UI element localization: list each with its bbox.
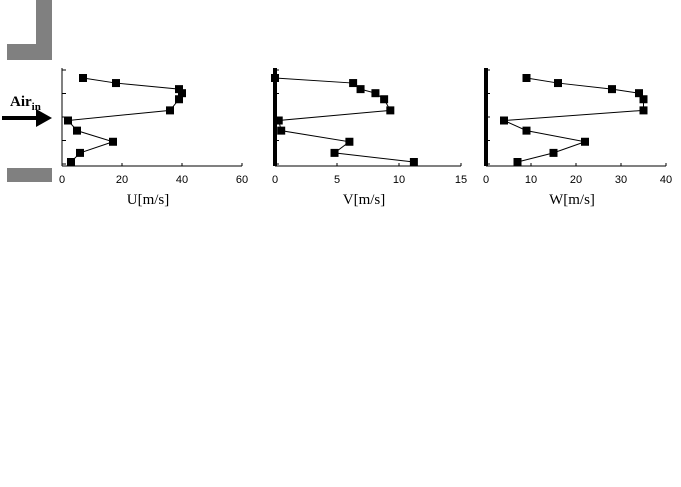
x-axis-title: W[m/s] xyxy=(549,192,595,208)
series-line xyxy=(503,77,644,163)
data-point-marker xyxy=(349,79,358,88)
air-inlet-annotation: Airin xyxy=(2,94,52,127)
data-point-marker xyxy=(639,95,648,104)
lower-wall xyxy=(7,168,52,182)
data-point-marker xyxy=(76,148,84,157)
air-inlet-arrow-head xyxy=(36,109,52,127)
x-tick-label: 20 xyxy=(570,174,582,186)
x-axis-title: V[m/s] xyxy=(343,192,386,208)
data-point-marker xyxy=(64,116,72,125)
data-point-marker xyxy=(112,79,120,88)
chart-panel-u: 0 20 40 60 U[m/s] xyxy=(59,68,248,208)
data-point-marker xyxy=(175,85,183,94)
x-tick-label: 30 xyxy=(615,174,627,186)
data-point-marker xyxy=(608,85,616,94)
x-tick-label: 0 xyxy=(272,174,278,186)
data-point-marker xyxy=(67,158,75,166)
data-point-marker xyxy=(513,158,522,166)
data-point-marker xyxy=(386,106,395,115)
data-point-marker xyxy=(277,126,286,135)
x-tick-label: 0 xyxy=(483,174,489,186)
x-tick-label: 40 xyxy=(176,174,188,186)
data-point-marker xyxy=(271,74,279,82)
chart-panel-v: 0 5 10 15 V[m/s] xyxy=(271,68,467,208)
data-point-marker xyxy=(175,95,183,104)
data-point-marker xyxy=(639,106,648,115)
data-point-marker xyxy=(178,89,186,98)
x-tick-label: 0 xyxy=(59,174,65,186)
x-tick-label: 5 xyxy=(334,174,340,186)
x-tick-label: 20 xyxy=(116,174,128,186)
air-inlet-label: Airin xyxy=(10,94,41,113)
inlet-wall-diagram xyxy=(7,0,52,182)
data-point-marker xyxy=(635,89,643,98)
data-point-marker xyxy=(73,126,81,135)
data-point-marker xyxy=(371,89,380,98)
data-point-marker xyxy=(274,116,283,125)
x-tick-label: 15 xyxy=(455,174,467,186)
air-label-main: Air xyxy=(10,94,32,110)
x-axis-title: U[m/s] xyxy=(127,192,170,208)
data-point-marker xyxy=(500,116,508,125)
x-tick-label: 10 xyxy=(393,174,405,186)
x-tick-label: 10 xyxy=(525,174,537,186)
data-point-marker xyxy=(79,74,87,82)
air-label-subscript: in xyxy=(32,101,41,113)
series-line xyxy=(274,77,414,163)
series-line xyxy=(66,77,183,163)
data-point-marker xyxy=(581,137,589,146)
data-point-marker xyxy=(345,137,354,146)
data-point-marker xyxy=(522,126,531,135)
data-point-marker xyxy=(549,148,558,157)
data-point-marker xyxy=(554,79,562,88)
data-point-marker xyxy=(330,148,339,157)
x-tick-label: 60 xyxy=(236,174,248,186)
data-point-marker xyxy=(109,137,117,146)
data-point-marker xyxy=(380,95,389,104)
data-point-marker xyxy=(522,74,531,82)
upper-wall-horizontal xyxy=(7,44,52,60)
data-point-marker xyxy=(409,158,418,166)
chart-panel-w: 0 10 20 30 40 W[m/s] xyxy=(483,68,672,208)
x-tick-label: 40 xyxy=(660,174,672,186)
data-point-marker xyxy=(356,85,365,94)
data-point-marker xyxy=(166,106,174,115)
